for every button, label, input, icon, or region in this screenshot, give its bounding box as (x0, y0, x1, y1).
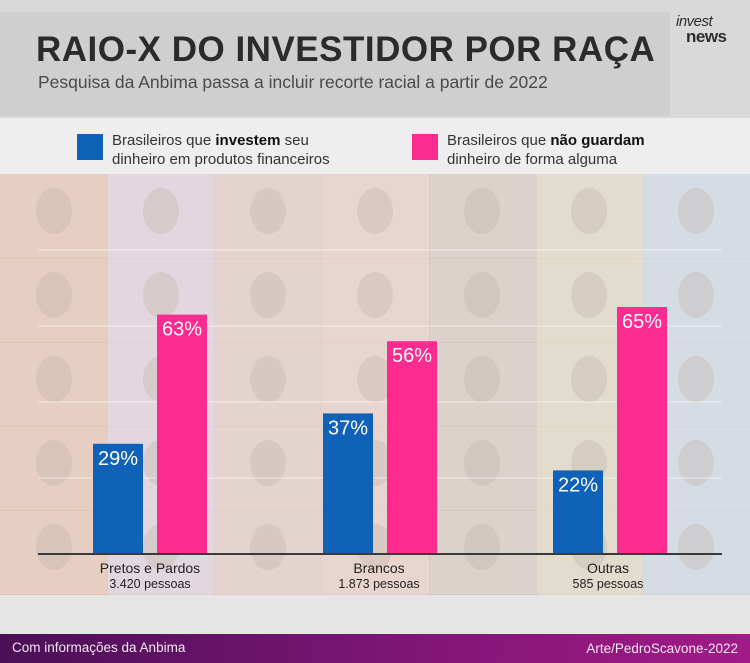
value-label-nao-guardam-0: 63% (162, 319, 202, 341)
legend-swatch-investem (77, 134, 103, 160)
category-count-brancos: 1.873 pessoas (338, 577, 420, 591)
art-credit: Arte/PedroScavone-2022 (586, 641, 738, 656)
legend-label-investem: Brasileiros que investem seu dinheiro em… (112, 131, 330, 169)
background-photo-tile (0, 174, 109, 259)
category-label-brancos: Brancos 1.873 pessoas (289, 560, 469, 592)
legend-label-nao-guardam: Brasileiros que não guardam dinheiro de … (447, 131, 645, 169)
portrait-silhouette (571, 188, 608, 234)
portrait-silhouette (464, 188, 501, 234)
portrait-silhouette (678, 356, 715, 402)
portrait-silhouette (249, 356, 286, 402)
portrait-silhouette (571, 356, 608, 402)
bar-investem-1 (323, 413, 373, 554)
background-photo-tile (107, 174, 216, 259)
background-photo-tile (0, 342, 109, 427)
portrait-silhouette (35, 188, 72, 234)
background-photo-tile (428, 174, 537, 259)
footer-bar: Com informações da Anbima Arte/PedroScav… (0, 634, 750, 663)
legend-label-nao-guardam-line2: dinheiro de forma alguma (447, 151, 618, 168)
portrait-silhouette (678, 188, 715, 234)
category-label-outras: Outras 585 pessoas (518, 560, 698, 592)
portrait-silhouette (464, 272, 501, 318)
header-area: RAIO-X DO INVESTIDOR POR RAÇA Pesquisa d… (0, 0, 750, 118)
category-labels: Pretos e Pardos 3.420 pessoas Brancos 1.… (0, 560, 750, 594)
portrait-silhouette (356, 272, 393, 318)
portrait-silhouette (35, 272, 72, 318)
bar-investem-2 (553, 470, 603, 554)
portrait-silhouette (356, 188, 393, 234)
portrait-silhouette (35, 524, 72, 570)
background-photo-tile (0, 258, 109, 343)
header-band (0, 12, 670, 116)
portrait-silhouette (142, 272, 179, 318)
background-photo-tile (642, 174, 750, 259)
bar-nao-guardam-0 (157, 314, 207, 554)
portrait-silhouette (35, 356, 72, 402)
portrait-silhouette (678, 272, 715, 318)
portrait-silhouette (464, 524, 501, 570)
background-photo-tile (214, 342, 323, 427)
legend-label-nao-guardam-pre: Brasileiros que (447, 132, 551, 149)
portrait-silhouette (678, 524, 715, 570)
category-name-pretos-pardos: Pretos e Pardos (99, 560, 201, 576)
source-note: Com informações da Anbima (12, 640, 186, 655)
background-photo-tile (321, 174, 430, 259)
background-photo-tile (535, 174, 644, 259)
bar-investem-0 (93, 443, 143, 554)
portrait-silhouette (571, 272, 608, 318)
value-label-investem-0: 29% (98, 448, 138, 470)
chart-subtitle: Pesquisa da Anbima passa a incluir recor… (38, 72, 548, 92)
chart-title: RAIO-X DO INVESTIDOR POR RAÇA (36, 30, 656, 69)
legend-label-nao-guardam-bold: não guardam (550, 132, 645, 149)
bar-nao-guardam-2 (617, 307, 667, 554)
category-name-outras: Outras (586, 560, 629, 576)
background-photo-tile (0, 510, 109, 595)
category-name-brancos: Brancos (353, 560, 405, 576)
category-count-outras: 585 pessoas (572, 577, 644, 591)
legend-label-investem-post: seu (280, 132, 309, 149)
chart-legend: Brasileiros que investem seu dinheiro em… (0, 118, 750, 174)
investnews-logo: invest news (676, 13, 740, 46)
legend-label-investem-bold: investem (215, 132, 281, 149)
background-photo-tile (214, 510, 323, 595)
background-photo-tile (428, 258, 537, 343)
background-photo-tile (428, 510, 537, 595)
legend-swatch-nao-guardam (412, 134, 438, 160)
portrait-silhouette (464, 356, 501, 402)
portrait-silhouette (249, 272, 286, 318)
bar-nao-guardam-1 (387, 341, 437, 554)
background-photo-tile (321, 258, 430, 343)
portrait-silhouette (142, 188, 179, 234)
value-label-investem-1: 37% (328, 417, 368, 439)
portrait-silhouette (356, 356, 393, 402)
background-photo-tile (428, 342, 537, 427)
value-label-nao-guardam-1: 56% (392, 345, 432, 367)
category-label-pretos-pardos: Pretos e Pardos 3.420 pessoas (60, 560, 240, 592)
logo-text-invest: invest (676, 13, 713, 30)
background-photo-tile (214, 174, 323, 259)
legend-label-investem-pre: Brasileiros que (112, 132, 216, 149)
value-label-investem-2: 22% (558, 474, 598, 496)
category-count-pretos-pardos: 3.420 pessoas (109, 577, 191, 591)
background-photo-tile (214, 258, 323, 343)
portrait-silhouette (249, 188, 286, 234)
legend-label-investem-line2: dinheiro em produtos financeiros (112, 151, 330, 168)
portrait-silhouette (249, 524, 286, 570)
value-label-nao-guardam-2: 65% (622, 311, 662, 333)
logo-text-news: news (686, 27, 727, 46)
